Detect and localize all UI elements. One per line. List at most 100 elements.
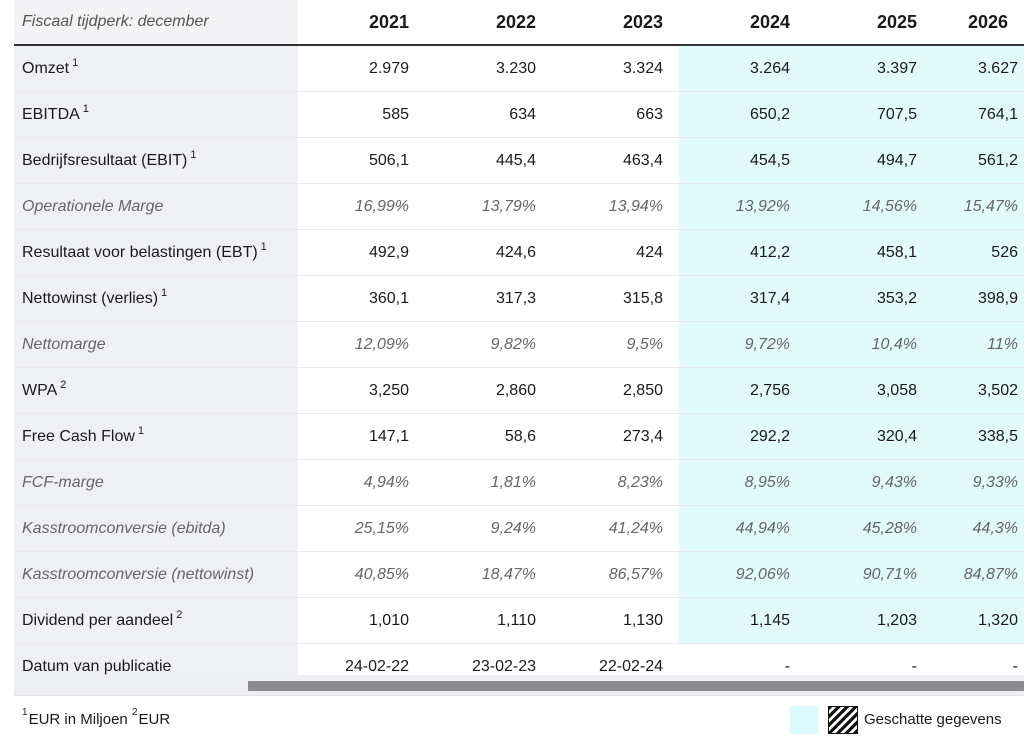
- table-cell: 147,1: [298, 413, 425, 460]
- footnote-marker: 2: [131, 707, 138, 718]
- table-cell: 84,87%: [933, 551, 1024, 598]
- table-cell: 353,2: [806, 275, 933, 322]
- row-label-text: Bedrijfsresultaat (EBIT): [22, 151, 188, 169]
- row-label: EBITDA 1: [14, 91, 298, 138]
- table-cell: 424: [552, 229, 679, 276]
- table-header-row: Fiscaal tijdperk: december 2021 2022 202…: [14, 0, 1024, 46]
- table-cell: 1,81%: [425, 459, 552, 506]
- table-row: Free Cash Flow 1 147,1 58,6 273,4 292,2 320,4 3…: [14, 413, 1024, 460]
- table-cell: 15,47%: [933, 183, 1024, 230]
- table-cell: 3.324: [552, 45, 679, 92]
- table-cell: 9,24%: [425, 505, 552, 552]
- row-label-text: Dividend per aandeel: [22, 611, 174, 629]
- table-row: Bedrijfsresultaat (EBIT) 1 506,1 445,4 463,4…: [14, 137, 1024, 184]
- table-cell: 1,130: [552, 597, 679, 644]
- table-cell: 41,24%: [552, 505, 679, 552]
- footnote-marker: 2: [176, 608, 183, 621]
- table-cell: 320,4: [806, 413, 933, 460]
- table-cell: 338,5: [933, 413, 1024, 460]
- table-cell: 3,502: [933, 367, 1024, 414]
- row-label: Omzet 1: [14, 45, 298, 92]
- table-cell: 412,2: [679, 229, 806, 276]
- row-label: Nettowinst (verlies) 1: [14, 275, 298, 322]
- row-label: Kasstroomconversie (ebitda): [14, 505, 298, 552]
- table-row: WPA 2 3,250 2,860 2,850 2,756 3,058 3,502: [14, 367, 1024, 414]
- row-label-text: Datum van publicatie: [22, 657, 172, 675]
- table-cell: 13,94%: [552, 183, 679, 230]
- table-cell: 44,3%: [933, 505, 1024, 552]
- year-header[interactable]: 2021: [298, 0, 425, 46]
- table-cell: 18,47%: [425, 551, 552, 598]
- table-row: Dividend per aandeel 2 1,010 1,110 1,130 1,14…: [14, 597, 1024, 644]
- table-cell: 506,1: [298, 137, 425, 184]
- year-header[interactable]: 2025: [806, 0, 933, 46]
- table-cell: 4,94%: [298, 459, 425, 506]
- row-label: WPA 2: [14, 367, 298, 414]
- table-cell: 561,2: [933, 137, 1024, 184]
- table-cell: 11%: [933, 321, 1024, 368]
- table-cell: 3.264: [679, 45, 806, 92]
- table-cell: 492,9: [298, 229, 425, 276]
- row-label: FCF-marge: [14, 459, 298, 506]
- table-cell: 45,28%: [806, 505, 933, 552]
- footnote-marker: 2: [60, 378, 67, 391]
- table-cell: 315,8: [552, 275, 679, 322]
- table-cell: 1,145: [679, 597, 806, 644]
- financial-table: Fiscaal tijdperk: december 2021 2022 202…: [14, 0, 1024, 689]
- table-cell: 398,9: [933, 275, 1024, 322]
- footnote-marker: 1: [137, 424, 145, 437]
- table-cell: 634: [425, 91, 552, 138]
- row-label-text: Kasstroomconversie (nettowinst): [22, 565, 255, 583]
- table-cell: 86,57%: [552, 551, 679, 598]
- table-row: Operationele Marge 16,99% 13,79% 13,94% 13,9…: [14, 183, 1024, 230]
- row-label: Nettomarge: [14, 321, 298, 368]
- table-cell: 1,203: [806, 597, 933, 644]
- table-cell: 650,2: [679, 91, 806, 138]
- table-row: Nettomarge 12,09% 9,82% 9,5% 9,72% 10,4% 11%: [14, 321, 1024, 368]
- table-cell: 273,4: [552, 413, 679, 460]
- footnote-marker: 1: [161, 286, 168, 299]
- table-cell: 24-02-22: [344, 657, 409, 675]
- table-cell: 44,94%: [679, 505, 806, 552]
- unit-footnote: 1EUR in Miljoen 2EUR: [22, 707, 170, 728]
- table-cell: 2.979: [298, 45, 425, 92]
- table-cell: 445,4: [425, 137, 552, 184]
- year-header[interactable]: 2022: [425, 0, 552, 46]
- table-cell: 764,1: [933, 91, 1024, 138]
- table-cell: 707,5: [806, 91, 933, 138]
- table-cell: 3.230: [425, 45, 552, 92]
- table-row: Kasstroomconversie (ebitda) 25,15% 9,24% 41…: [14, 505, 1024, 552]
- row-label-text: Resultaat voor belastingen (EBT): [22, 243, 258, 261]
- year-header[interactable]: 2026: [933, 0, 1024, 46]
- table-cell: 317,4: [679, 275, 806, 322]
- scrollbar-thumb[interactable]: [248, 681, 1024, 691]
- table-cell: 13,92%: [679, 183, 806, 230]
- table-cell: 9,33%: [933, 459, 1024, 506]
- row-label: Resultaat voor belastingen (EBT) 1: [14, 229, 298, 276]
- row-label-text: Nettowinst (verlies): [22, 289, 159, 307]
- table-cell: 454,5: [679, 137, 806, 184]
- table-cell: 9,5%: [552, 321, 679, 368]
- row-label: Bedrijfsresultaat (EBIT) 1: [14, 137, 298, 184]
- table-cell: 8,95%: [679, 459, 806, 506]
- table-cell: 526: [933, 229, 1024, 276]
- table-cell: 463,4: [552, 137, 679, 184]
- table-cell: 14,56%: [806, 183, 933, 230]
- table-cell: 16,99%: [298, 183, 425, 230]
- table-cell: 3,250: [298, 367, 425, 414]
- year-header[interactable]: 2023: [552, 0, 679, 46]
- table-cell: 2,860: [425, 367, 552, 414]
- table-row: EBITDA 1 585 634 663 650,2 707,5 764,1: [14, 91, 1024, 138]
- table-cell: 3.397: [806, 45, 933, 92]
- hatched-legend-icon: [828, 706, 858, 734]
- table-cell: 317,3: [425, 275, 552, 322]
- table-cell: 360,1: [298, 275, 425, 322]
- year-header[interactable]: 2024: [679, 0, 806, 46]
- horizontal-scrollbar[interactable]: [14, 675, 1024, 695]
- table-cell: 25,15%: [298, 505, 425, 552]
- table-cell: 23-02-23: [471, 657, 536, 675]
- row-label-text: WPA: [22, 381, 58, 399]
- table-row: Resultaat voor belastingen (EBT) 1 492,9 42…: [14, 229, 1024, 276]
- table-cell: 40,85%: [298, 551, 425, 598]
- footnote-marker: 1: [190, 148, 197, 161]
